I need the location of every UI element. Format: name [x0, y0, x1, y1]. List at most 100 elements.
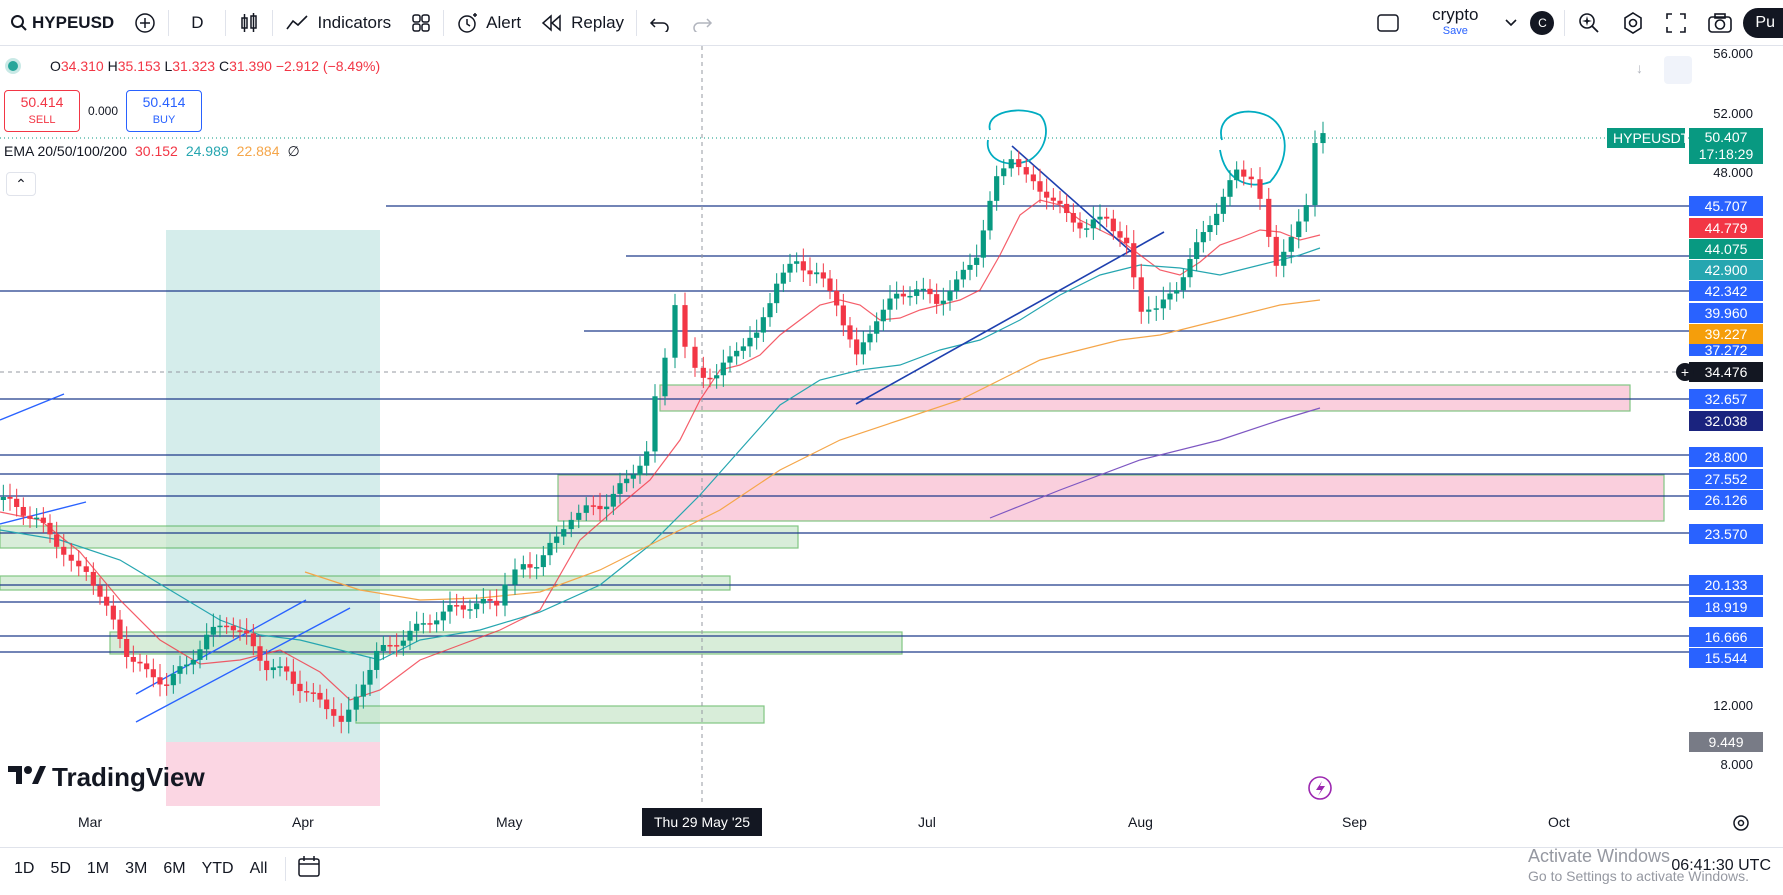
range-6m[interactable]: 6M [163, 859, 186, 877]
tag-42342: 42.342 [1689, 281, 1763, 301]
tradingview-logo[interactable]: TradingView [8, 762, 205, 793]
candle-body [840, 305, 846, 326]
demand-zone-3[interactable] [109, 631, 903, 655]
ema-legend[interactable]: EMA 20/50/100/200 30.152 24.989 22.884 ∅ [4, 143, 300, 160]
candle-body [894, 293, 900, 299]
candle-body [692, 346, 698, 368]
buy-button[interactable]: 50.414 BUY [126, 90, 203, 132]
range-5d[interactable]: 5D [50, 859, 71, 877]
layout-dropdown[interactable] [1500, 0, 1522, 46]
divider [443, 9, 445, 36]
templates-button[interactable] [401, 0, 441, 46]
trendline-4[interactable] [0, 393, 65, 421]
candles-icon [238, 12, 260, 34]
alert-button[interactable]: Alert [446, 0, 531, 46]
range-1d[interactable]: 1D [14, 859, 35, 877]
chart-type-button[interactable] [228, 0, 270, 46]
candle-body [540, 555, 546, 568]
interval-button[interactable]: D [171, 0, 223, 46]
settings-button[interactable] [1611, 0, 1655, 46]
candle-body [780, 272, 786, 284]
trendline-1[interactable] [135, 607, 351, 723]
quick-search-button[interactable] [1567, 0, 1611, 46]
trendline-2[interactable] [135, 599, 307, 695]
compare-button[interactable] [124, 0, 166, 46]
date-range-icon[interactable] [296, 854, 322, 883]
indicators-button[interactable]: Indicators [275, 0, 401, 46]
publish-button[interactable]: Pu [1743, 0, 1783, 46]
demand-zone-1[interactable] [0, 525, 799, 549]
supply-zone-lower[interactable] [557, 474, 1665, 522]
square-icon [1376, 13, 1400, 33]
demand-zone-2[interactable] [0, 575, 731, 591]
replay-button[interactable]: Replay [531, 0, 634, 46]
time-apr: Apr [292, 814, 314, 830]
candle-body [454, 605, 460, 607]
object-tree-icon[interactable] [1664, 56, 1692, 84]
long-position-loss-zone[interactable] [166, 742, 380, 806]
candle-body [767, 303, 773, 318]
candle-body [144, 663, 150, 670]
candle-body [270, 667, 276, 671]
annotation-circle-1[interactable] [986, 109, 1047, 165]
candle-body [854, 339, 860, 355]
scroll-down-icon[interactable]: ↓ [1636, 60, 1643, 76]
candle-body [1016, 159, 1022, 168]
range-ytd[interactable]: YTD [201, 859, 234, 877]
tag-16666: 16.666 [1689, 627, 1763, 647]
candle-body [740, 346, 746, 351]
price-chart[interactable] [0, 0, 1783, 840]
tag-20133: 20.133 [1689, 575, 1763, 595]
candle-body [7, 496, 13, 499]
supply-zone-upper[interactable] [659, 384, 1631, 412]
undo-button[interactable] [639, 0, 681, 46]
candle-body [662, 357, 668, 397]
candle-body [1167, 293, 1173, 300]
candle-body [1160, 299, 1166, 309]
layout-menu[interactable]: crypto Save [1410, 0, 1500, 46]
candle-body [1234, 169, 1240, 181]
add-alert-icon[interactable]: + [1676, 363, 1694, 381]
bar-countdown: 17:18:29 [1698, 146, 1754, 162]
chevron-down-icon [1504, 18, 1518, 28]
trendline-uptrend[interactable] [855, 231, 1165, 405]
time-axis[interactable]: Mar Apr May Thu 29 May '25 Jul Aug Sep O… [0, 806, 1783, 840]
collapse-legend-button[interactable]: ⌃ [6, 172, 36, 196]
crosshair-date: Thu 29 May '25 [642, 808, 763, 836]
candle-body [630, 474, 636, 479]
candle-body [1124, 237, 1130, 244]
fullscreen-button[interactable] [1655, 0, 1697, 46]
candle-body [960, 269, 966, 280]
layout-toggle[interactable] [1366, 0, 1410, 46]
trendline-downtrend[interactable] [1011, 145, 1137, 257]
sell-price: 50.414 [20, 94, 64, 110]
lightning-icon[interactable] [1308, 776, 1332, 800]
candle-body [1207, 225, 1213, 233]
candle-body [54, 534, 60, 547]
candle-body [576, 512, 582, 520]
utc-clock[interactable]: 06:41:30 UTC [1671, 857, 1771, 874]
demand-zone-4[interactable] [355, 705, 765, 724]
sell-button[interactable]: 50.414 SELL [4, 90, 80, 132]
candle-body [380, 644, 386, 651]
range-all[interactable]: All [249, 859, 268, 877]
candle-body [217, 625, 223, 628]
candle-body [534, 567, 540, 569]
candle-body [1194, 242, 1200, 259]
candle-body [124, 638, 130, 657]
annotation-circle-2[interactable] [1219, 110, 1286, 186]
candle-body [644, 451, 650, 466]
user-avatar[interactable]: C [1522, 0, 1562, 46]
candle-body [290, 671, 296, 684]
candle-body [244, 630, 250, 634]
candle-body [807, 270, 813, 275]
snapshot-button[interactable] [1697, 0, 1743, 46]
redo-button[interactable] [681, 0, 723, 46]
symbol-search[interactable]: HYPEUSD [0, 0, 124, 46]
avatar-letter: C [1530, 11, 1555, 35]
axis-settings-icon[interactable] [1732, 814, 1750, 835]
candle-body [427, 623, 433, 625]
range-3m[interactable]: 3M [125, 859, 148, 877]
candle-body [487, 598, 493, 601]
range-1m[interactable]: 1M [86, 859, 110, 877]
